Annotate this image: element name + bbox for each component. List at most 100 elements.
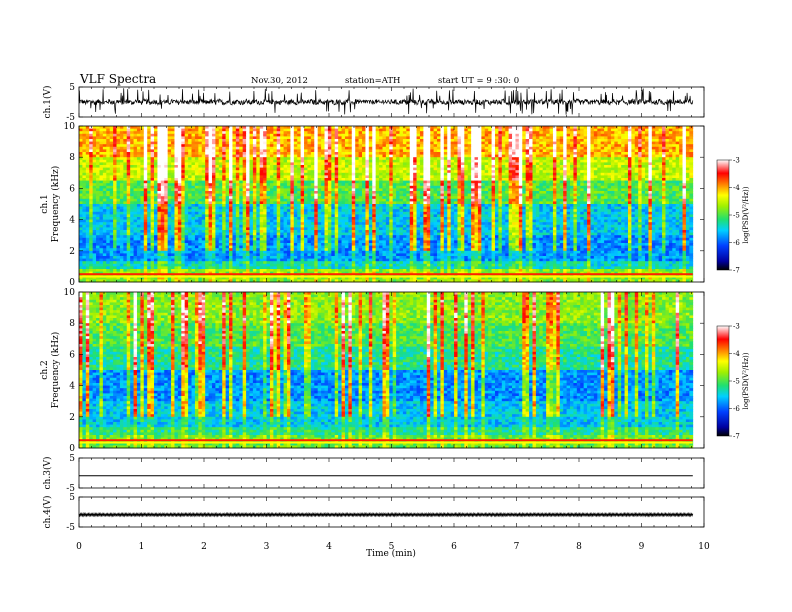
- ch1_spec-cell: [273, 181, 277, 184]
- ch1_spec-cell: [147, 157, 151, 160]
- ch1_spec-cell: [106, 168, 110, 171]
- ch1_spec-cell: [543, 131, 547, 134]
- ch1_spec-cell: [325, 147, 329, 150]
- ch1_spec-cell: [256, 126, 260, 129]
- ch1_spec-cell: [393, 126, 397, 129]
- ch1_spec-cell: [277, 134, 281, 137]
- ch1_spec-cell: [280, 155, 284, 158]
- ch1_spec-cell: [440, 149, 444, 152]
- ch1_spec-cell: [563, 191, 567, 194]
- ch1_spec-cell: [79, 183, 83, 186]
- ch1_spec-cell: [417, 162, 421, 165]
- ch1_spec-cell: [447, 152, 451, 155]
- ch1_spec-cell: [485, 144, 489, 147]
- ch1_spec-cell: [631, 142, 635, 145]
- ch1_spec-cell: [645, 173, 649, 176]
- ch1_spec-cell: [328, 160, 332, 163]
- ch1_spec-cell: [587, 152, 591, 155]
- ch1_spec-cell: [287, 170, 291, 173]
- ch1_spec-cell: [335, 188, 339, 191]
- ch1_spec-cell: [430, 188, 434, 191]
- ch1_spec-cell: [485, 134, 489, 137]
- ch1_spec-cell: [181, 191, 185, 194]
- ch1_spec-cell: [294, 126, 298, 129]
- ch1_spec-cell: [417, 147, 421, 150]
- ch1_spec-cell: [631, 134, 635, 137]
- ch1_spec-cell: [430, 170, 434, 173]
- ch1_spec-cell: [321, 157, 325, 160]
- ch1_spec-cell: [120, 168, 124, 171]
- ch1_spec-cell: [526, 181, 530, 184]
- ch1_spec-cell: [543, 183, 547, 186]
- ch1_spec-cell: [205, 147, 209, 150]
- ch1_spec-cell: [423, 155, 427, 158]
- ch1_spec-cell: [468, 147, 472, 150]
- ch1_spec-cell: [454, 126, 458, 129]
- ch1_spec-cell: [246, 126, 250, 129]
- ch1_spec-cell: [222, 162, 226, 165]
- ch1_spec-cell: [509, 147, 513, 150]
- ch1_spec-cell: [672, 168, 676, 171]
- ch1_spec-cell: [202, 139, 206, 142]
- ch1_spec-cell: [475, 144, 479, 147]
- ch1_spec-cell: [110, 168, 114, 171]
- ch1_spec-cell: [348, 165, 352, 168]
- ch1_spec-cell: [130, 196, 134, 199]
- ch1_spec-cell: [232, 160, 236, 163]
- ch1_spec-cell: [304, 157, 308, 160]
- ch1_spec-cell: [396, 144, 400, 147]
- ch1_spec-cell: [311, 139, 315, 142]
- ch1_spec-cell: [427, 168, 431, 171]
- ch1_spec-cell: [219, 194, 223, 197]
- ch1_spec-cell: [321, 160, 325, 163]
- ch1_spec-cell: [188, 188, 192, 191]
- ch1_spec-cell: [304, 131, 308, 134]
- ch1_spec-cell: [488, 191, 492, 194]
- ch1_spec-cell: [147, 196, 151, 199]
- ch1_spec-cell: [420, 149, 424, 152]
- ch1_spec-cell: [304, 139, 308, 142]
- ch1_spec-cell: [86, 162, 90, 165]
- ch1_spec-cell: [130, 144, 134, 147]
- ch1_spec-cell: [457, 162, 461, 165]
- ch1_spec-cell: [379, 142, 383, 145]
- ch1_spec-cell: [236, 134, 240, 137]
- ch1_spec-cell: [144, 160, 148, 163]
- ch1_spec-cell: [86, 142, 90, 145]
- ch1_spec-cell: [689, 129, 693, 132]
- ch1_spec-cell: [287, 194, 291, 197]
- ch1_spec-cell: [614, 194, 618, 197]
- ch1_spec-cell: [625, 168, 629, 171]
- ch1_spec-cell: [481, 173, 485, 176]
- ch1_spec-cell: [229, 194, 233, 197]
- ch1_spec-cell: [103, 196, 107, 199]
- ch1_spec-cell: [127, 126, 131, 129]
- ch1_spec-cell: [379, 152, 383, 155]
- ch1_spec-cell: [185, 160, 189, 163]
- ch1_spec-cell: [335, 129, 339, 132]
- ch1_spec-cell: [348, 134, 352, 137]
- ch1_spec-cell: [348, 183, 352, 186]
- ch1_spec-cell: [110, 139, 114, 142]
- ch1_spec-cell: [577, 147, 581, 150]
- ch1_spec-cell: [434, 173, 438, 176]
- ch1_spec-cell: [382, 170, 386, 173]
- ch1_spec-cell: [468, 178, 472, 181]
- ch1_spec-cell: [601, 157, 605, 160]
- ch1_spec-cell: [403, 178, 407, 181]
- ch1_spec-cell: [440, 131, 444, 134]
- ch1_spec-cell: [127, 188, 131, 191]
- ch1_spec-cell: [594, 170, 598, 173]
- ch1_spec-cell: [597, 155, 601, 158]
- ch1_spec-cell: [594, 183, 598, 186]
- ch1_spec-cell: [594, 186, 598, 189]
- ch1_spec-cell: [294, 149, 298, 152]
- ch1_spec-cell: [273, 160, 277, 163]
- ch1_spec-cell: [642, 139, 646, 142]
- ch1_spec-cell: [495, 131, 499, 134]
- ch1_spec-cell: [93, 139, 97, 142]
- ch1_spec-cell: [628, 149, 632, 152]
- ch1_spec-cell: [662, 126, 666, 129]
- ch1_spec-cell: [297, 181, 301, 184]
- ch1_spec-cell: [110, 126, 114, 129]
